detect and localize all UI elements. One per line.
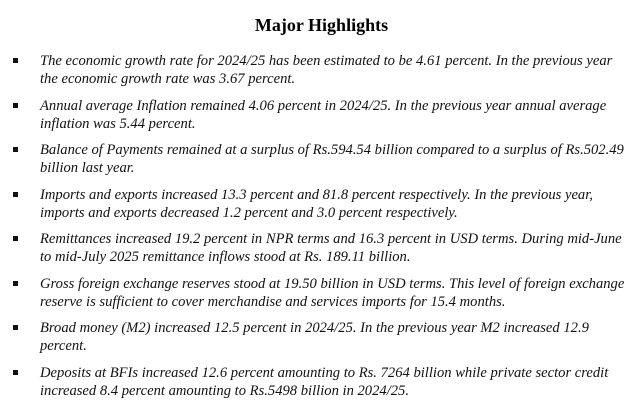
page-title: Major Highlights xyxy=(254,15,389,35)
highlight-text: Imports and exports increased 13.3 perce… xyxy=(40,186,593,221)
bullet-square-icon xyxy=(13,236,18,241)
highlight-item: Imports and exports increased 13.3 perce… xyxy=(0,186,643,222)
highlight-item: Balance of Payments remained at a surplu… xyxy=(0,141,643,177)
highlight-text: The economic growth rate for 2024/25 has… xyxy=(40,53,613,87)
bullet-square-icon xyxy=(13,369,18,375)
bullet-square-icon xyxy=(13,325,18,330)
bullet-square-icon xyxy=(13,280,18,286)
highlight-text: Broad money (M2) increased 12.5 percent … xyxy=(40,320,589,354)
highlight-text: Balance of Payments remained at a surplu… xyxy=(40,142,624,176)
highlight-item: Remittances increased 19.2 percent in NP… xyxy=(0,230,643,266)
highlight-item: Gross foreign exchange reserves stood at… xyxy=(0,275,643,311)
highlight-item: Annual average Inflation remained 4.06 p… xyxy=(0,97,643,133)
highlight-item: Deposits at BFIs increased 12.6 percent … xyxy=(0,364,643,400)
highlights-list: The economic growth rate for 2024/25 has… xyxy=(0,52,643,408)
bullet-square-icon xyxy=(13,102,18,108)
highlight-text: Annual average Inflation remained 4.06 p… xyxy=(40,97,607,132)
highlight-text: Deposits at BFIs increased 12.6 percent … xyxy=(40,364,609,399)
bullet-square-icon xyxy=(13,191,18,197)
bullet-square-icon xyxy=(13,147,18,152)
highlight-text: Remittances increased 19.2 percent in NP… xyxy=(40,231,622,265)
highlight-text: Gross foreign exchange reserves stood at… xyxy=(40,275,625,310)
highlight-item: The economic growth rate for 2024/25 has… xyxy=(0,52,643,88)
highlight-item: Broad money (M2) increased 12.5 percent … xyxy=(0,319,643,355)
bullet-square-icon xyxy=(13,58,18,63)
